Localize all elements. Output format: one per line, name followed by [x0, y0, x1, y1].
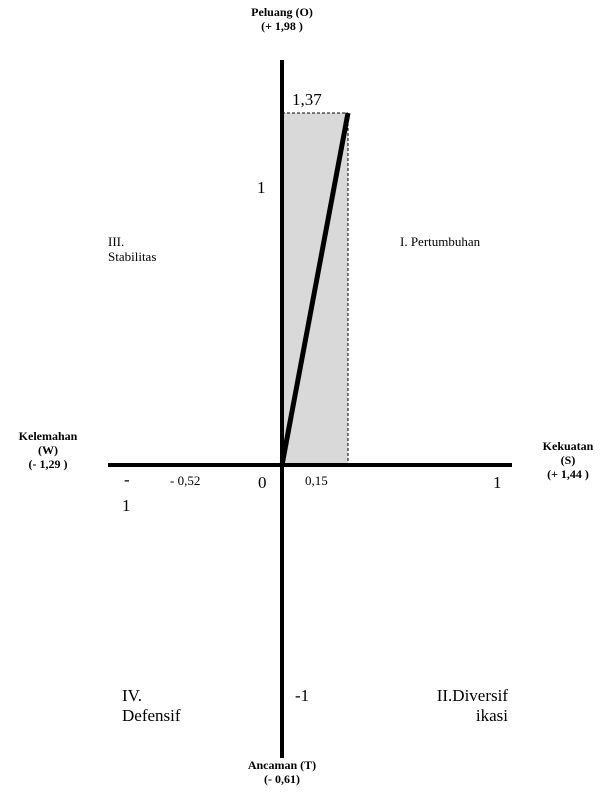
strengths-value: (+ 1,44 ): [532, 468, 604, 482]
axis-label-strengths: Kekuatan (S) (+ 1,44 ): [532, 440, 604, 481]
x-tick-minus-sign: -: [124, 470, 130, 490]
weaknesses-value: (- 1,29 ): [4, 458, 92, 472]
opportunities-value: (+ 1,98 ): [242, 20, 322, 34]
x-weakness-value: - 0,52: [170, 474, 200, 489]
axis-label-weaknesses: Kelemahan (W) (- 1,29 ): [4, 430, 92, 471]
quadrant-4-number: IV.: [122, 686, 181, 706]
quadrant-3-label: III. Stabilitas: [108, 235, 156, 265]
y-tick-minus-one: -1: [295, 686, 309, 706]
origin-label: 0: [258, 473, 267, 493]
axis-label-threats: Ancaman (T) (- 0,61): [236, 759, 328, 787]
x-strength-value: 0,15: [305, 474, 328, 489]
x-tick-minus-one: 1: [122, 496, 131, 516]
axis-label-opportunities: Peluang (O) (+ 1,98 ): [242, 6, 322, 34]
quadrant-2-name-part2: ikasi: [414, 706, 508, 726]
strengths-title: Kekuatan: [532, 440, 604, 454]
x-tick-one: 1: [493, 473, 502, 493]
quadrant-3-name: Stabilitas: [108, 250, 156, 265]
weaknesses-title: Kelemahan: [4, 430, 92, 444]
y-position-value-label: 1,37: [292, 90, 322, 110]
opportunities-title: Peluang (O): [242, 6, 322, 20]
threats-title: Ancaman (T): [236, 759, 328, 773]
quadrant-4-label: IV. Defensif: [122, 686, 181, 725]
quadrant-2-label: II.Diversif ikasi: [414, 686, 508, 725]
strengths-code: (S): [532, 454, 604, 468]
threats-value: (- 0,61): [236, 773, 328, 787]
quadrant-3-number: III.: [108, 235, 156, 250]
quadrant-4-name: Defensif: [122, 706, 181, 726]
y-tick-one: 1: [257, 178, 266, 198]
quadrant-1-label: I. Pertumbuhan: [400, 235, 480, 250]
weaknesses-code: (W): [4, 444, 92, 458]
quadrant-2-name-part1: II.Diversif: [414, 686, 508, 706]
